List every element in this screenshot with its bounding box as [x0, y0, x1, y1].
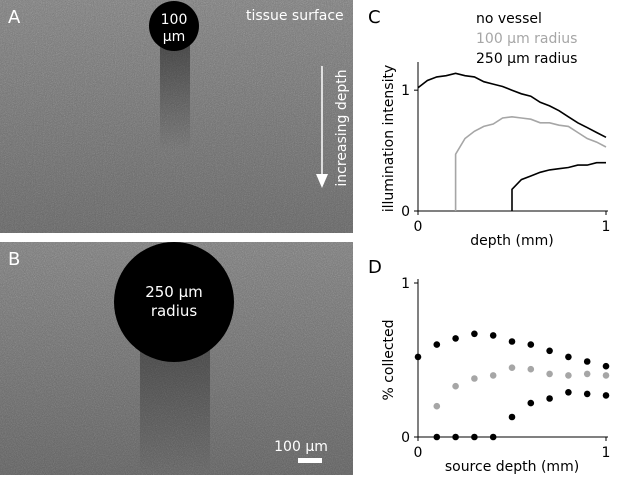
- series-2-point: [489, 433, 497, 441]
- series-1-point: [546, 370, 553, 378]
- series-line-1: [454, 115, 607, 211]
- series-2-point: [527, 399, 535, 407]
- series-0-point: [602, 362, 610, 370]
- series-0-point: [471, 330, 478, 338]
- vessel-label-250-line1: 250 μm: [145, 283, 203, 301]
- series-2-point: [546, 395, 553, 402]
- series-0-point: [414, 353, 422, 361]
- x-tick-label: 1: [602, 445, 611, 461]
- vessel-250: [114, 242, 234, 362]
- panel-b-image: B 250 μm radius 100 μm: [0, 242, 353, 475]
- legend-entry-2: 250 μm radius: [476, 51, 577, 67]
- y-tick-label: 0: [401, 430, 410, 446]
- depth-arrow-icon: [316, 66, 328, 188]
- series-line-2: [511, 161, 606, 211]
- x-axis-label: depth (mm): [470, 233, 553, 249]
- series-2-point: [508, 413, 516, 421]
- series-2-point: [602, 392, 610, 399]
- scalebar: [298, 458, 322, 463]
- y-axis-label: illumination intensity: [381, 65, 397, 213]
- series-1-point: [489, 372, 497, 379]
- x-tick-label: 0: [414, 219, 423, 235]
- series-2-point: [452, 433, 459, 441]
- vessel-label-100-line1: 100: [161, 12, 188, 28]
- x-axis-label: source depth (mm): [445, 459, 579, 475]
- series-0-point: [508, 338, 516, 345]
- chart-c: C 0 1 0 1 depth (mm) illumination intensity no …: [368, 7, 611, 249]
- series-2-point: [583, 390, 591, 398]
- legend-entry-1: 100 μm radius: [476, 31, 577, 47]
- panel-letter-d: D: [368, 257, 382, 278]
- y-tick-label: 0: [401, 204, 410, 220]
- series-0-point: [565, 353, 572, 361]
- series-2-point: [433, 433, 441, 441]
- y-axis-label: % collected: [381, 319, 397, 400]
- x-tick-label: 1: [602, 219, 611, 235]
- surface-label: tissue surface: [246, 8, 344, 24]
- series-0-point: [489, 332, 497, 339]
- vessel-100: [149, 1, 199, 51]
- series-0-point: [452, 335, 459, 342]
- panel-letter-a: A: [8, 7, 21, 28]
- series-2-point: [565, 389, 572, 396]
- series-1-point: [565, 372, 572, 379]
- chart-d: D 0 1 0 1 source depth (mm) % collected: [368, 257, 611, 475]
- series-0-point: [433, 341, 441, 348]
- x-tick-label: 0: [414, 445, 423, 461]
- series-1-point: [452, 382, 459, 390]
- series-1-point: [508, 364, 516, 371]
- series-line-0: [417, 72, 607, 139]
- series-0-point: [527, 341, 535, 348]
- legend-entry-0: no vessel: [476, 11, 542, 27]
- series-1-point: [527, 365, 535, 373]
- series-0-point: [583, 358, 591, 365]
- panel-a-image: A 100 μm tissue surface increasing depth: [0, 0, 353, 233]
- panel-letter-c: C: [368, 7, 381, 28]
- series-1-point: [471, 375, 478, 382]
- scalebar-label: 100 μm: [274, 439, 328, 455]
- panel-letter-b: B: [8, 249, 20, 270]
- series-2-point: [471, 433, 478, 441]
- vessel-label-250-line2: radius: [151, 302, 198, 320]
- series-1-point: [602, 372, 610, 379]
- series-1-point: [433, 402, 441, 410]
- series-0-point: [546, 347, 553, 355]
- y-tick-label: 1: [401, 276, 410, 292]
- series-1-point: [583, 370, 591, 378]
- vessel-label-100-line2: μm: [163, 29, 186, 45]
- depth-label: increasing depth: [334, 69, 350, 186]
- y-tick-label: 1: [401, 83, 410, 99]
